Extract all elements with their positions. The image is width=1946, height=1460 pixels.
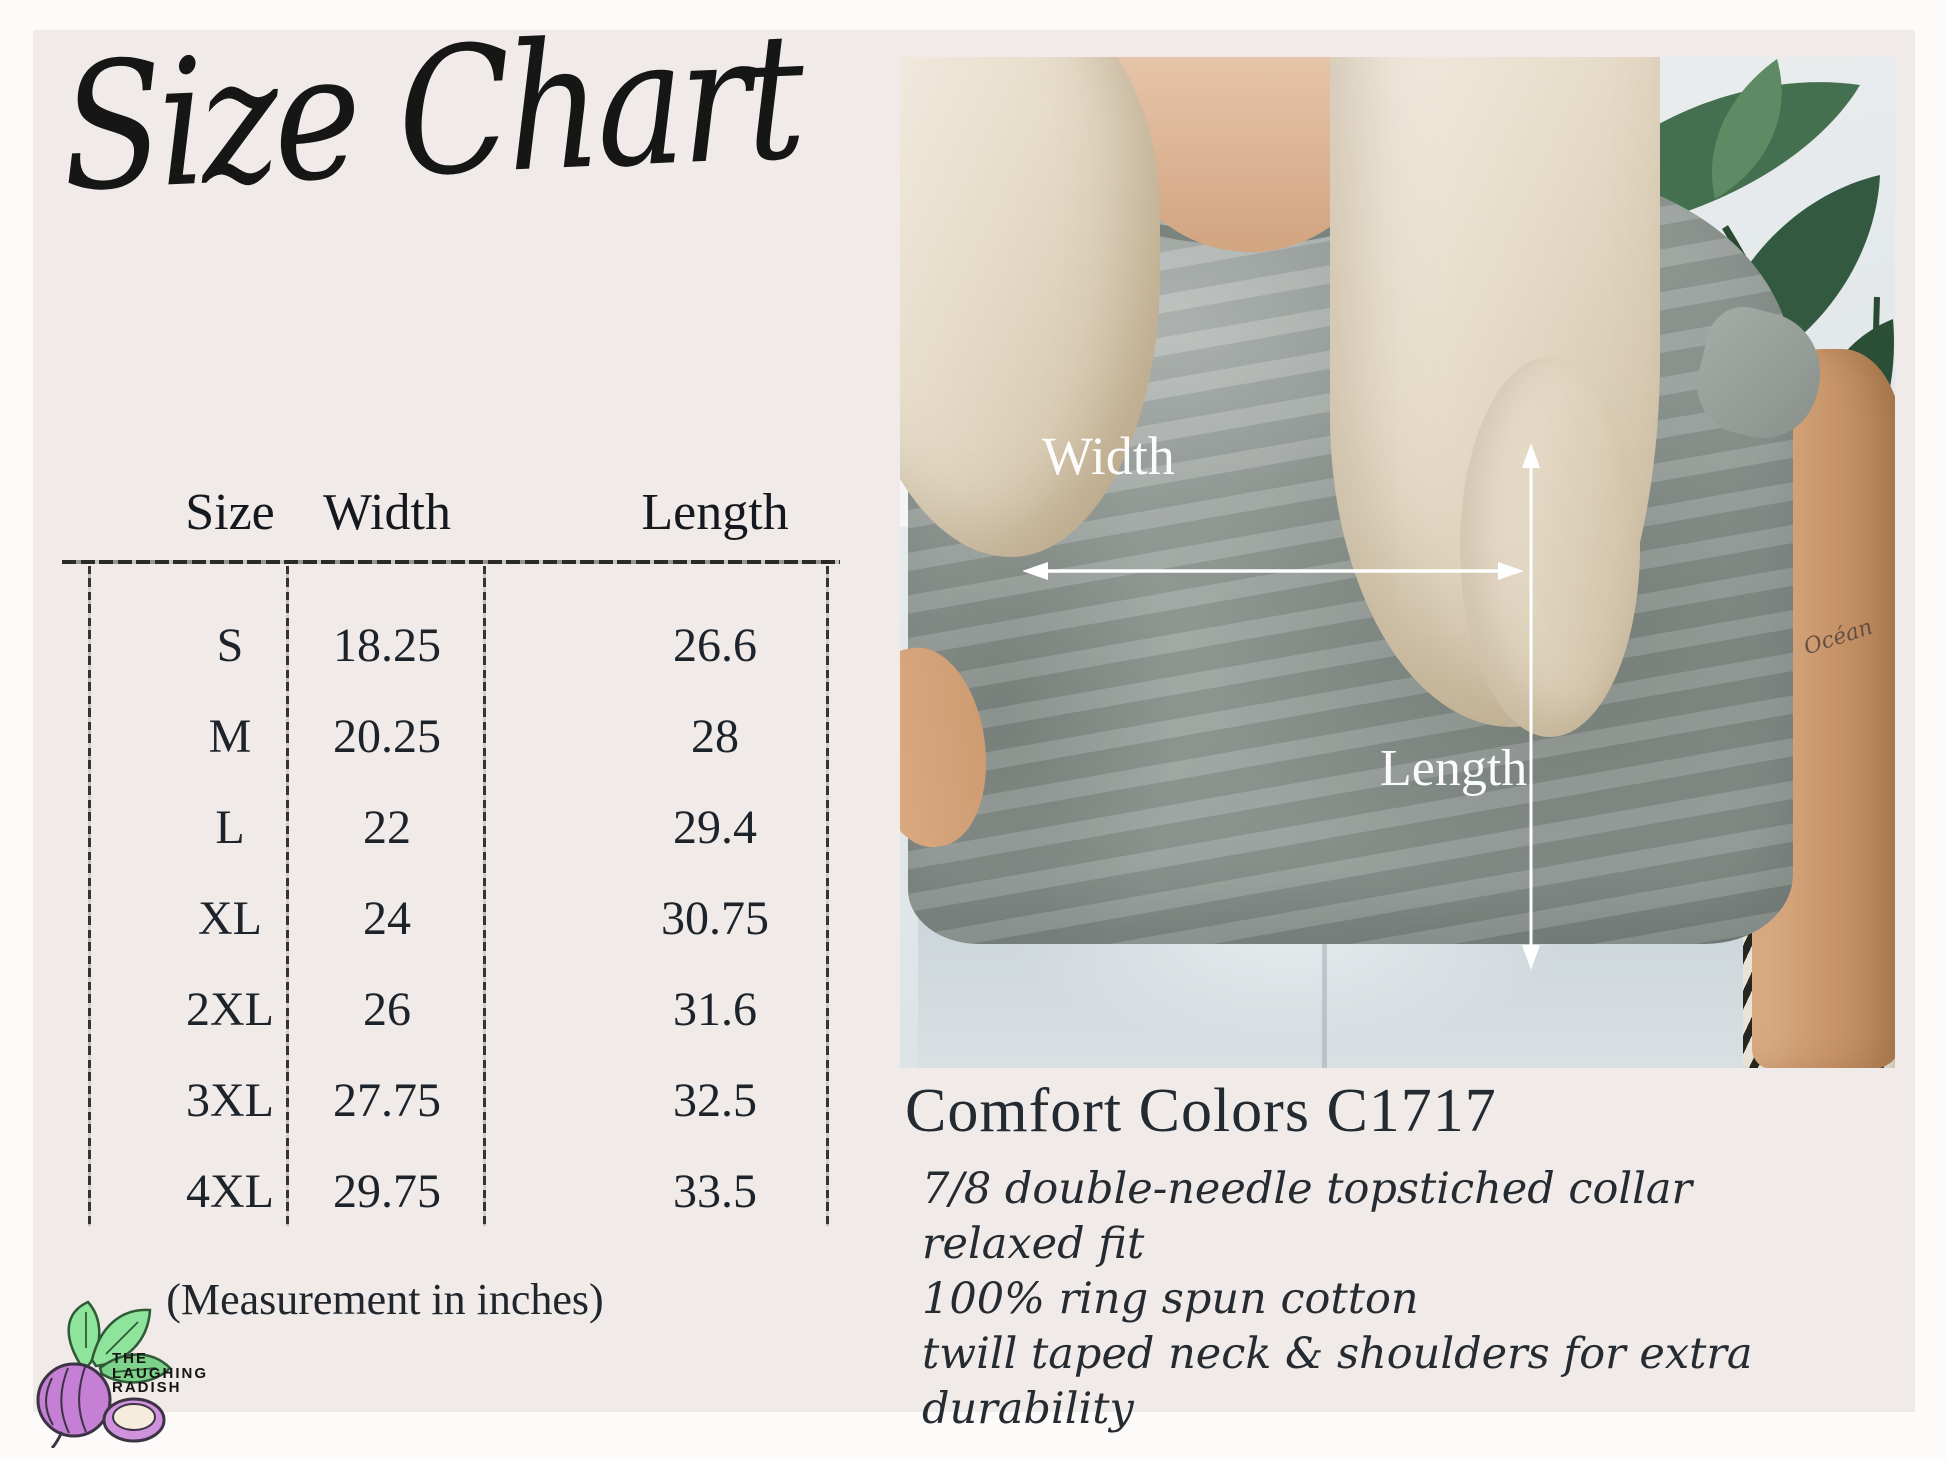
length-arrow	[1522, 443, 1540, 970]
product-feature: 100% ring spun cotton	[922, 1274, 1419, 1324]
length-cell: 33.5	[673, 1165, 757, 1218]
length-cell: 29.4	[673, 801, 757, 854]
size-cell: 3XL	[186, 1074, 274, 1127]
length-column-header: Length	[641, 484, 789, 541]
table-divider	[826, 566, 829, 1226]
product-photo: Océan Width Length	[900, 57, 1895, 1068]
width-cell: 26	[363, 983, 411, 1036]
table-divider	[483, 566, 486, 1226]
size-column-header: Size	[185, 484, 275, 541]
width-annotation: Width	[1042, 426, 1175, 486]
width-cell: 27.75	[333, 1074, 441, 1127]
width-arrow	[1022, 562, 1524, 580]
length-cell: 31.6	[673, 983, 757, 1036]
size-cell: 4XL	[186, 1165, 274, 1218]
table-divider	[286, 566, 289, 1226]
brand-line: THE	[112, 1350, 148, 1367]
page-title: Size Chart	[57, 0, 805, 231]
brand-logo: THE LAUGHING RADISH	[112, 1350, 208, 1396]
brand-line: RADISH	[112, 1379, 182, 1396]
measurement-note: (Measurement in inches)	[166, 1275, 604, 1324]
length-cell: 28	[691, 710, 739, 763]
width-cell: 24	[363, 892, 411, 945]
product-feature-list: 7/8 double-needle topstiched collar rela…	[922, 1162, 1946, 1437]
size-cell: XL	[198, 892, 262, 945]
table-top-rule	[62, 560, 840, 564]
model-hair-curl	[1460, 357, 1640, 737]
size-cell: M	[208, 710, 252, 763]
size-column: Size S M L XL 2XL 3XL 4XL	[90, 470, 370, 1237]
width-column-header: Width	[323, 484, 451, 541]
radish-logo-icon	[36, 1300, 172, 1448]
length-column: Length 26.6 28 29.4 30.75 31.6 32.5 33.5	[575, 470, 855, 1237]
brand-line: LAUGHING	[112, 1364, 208, 1382]
product-feature: twill taped neck & shoulders for extra d…	[922, 1329, 1753, 1434]
length-cell: 30.75	[661, 892, 769, 945]
width-column: Width 18.25 20.25 22 24 26 27.75 29.75	[247, 470, 527, 1237]
product-feature: 7/8 double-needle topstiched collar	[922, 1164, 1693, 1214]
width-cell: 20.25	[333, 710, 441, 763]
length-cell: 26.6	[673, 619, 757, 672]
size-cell: S	[216, 619, 244, 672]
length-cell: 32.5	[673, 1074, 757, 1127]
width-cell: 18.25	[333, 619, 441, 672]
measurement-arrows	[1022, 443, 1540, 970]
product-feature: relaxed fit	[922, 1219, 1145, 1269]
product-name: Comfort Colors C1717	[905, 1077, 1497, 1145]
length-annotation: Length	[1380, 740, 1528, 797]
size-cell: 2XL	[186, 983, 274, 1036]
size-cell: L	[215, 801, 245, 854]
table-divider	[88, 566, 91, 1226]
width-cell: 29.75	[333, 1165, 441, 1218]
width-cell: 22	[363, 801, 411, 854]
